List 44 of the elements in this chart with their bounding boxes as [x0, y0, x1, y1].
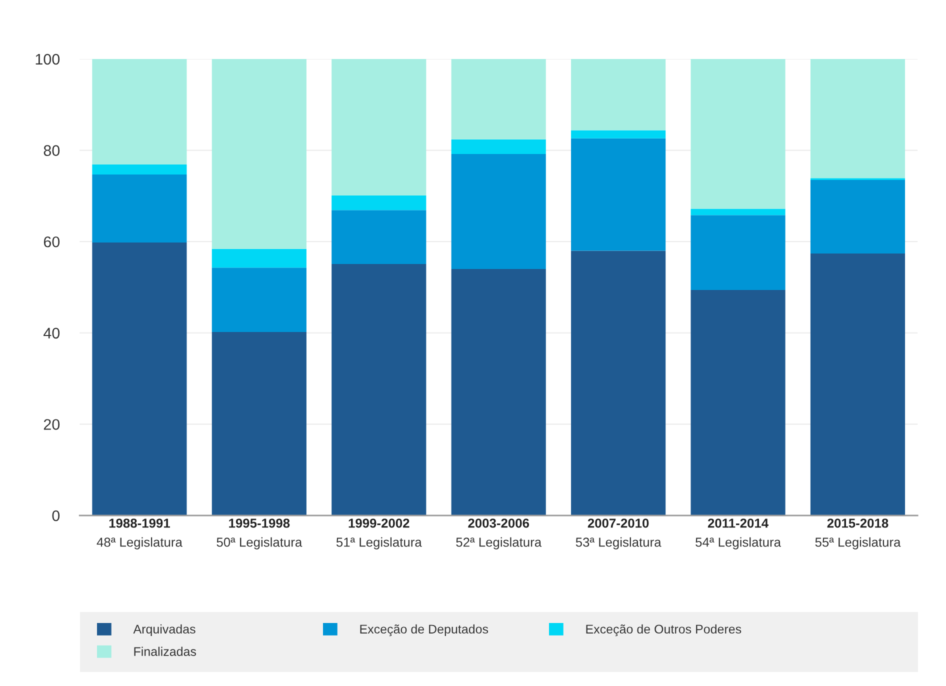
bar	[332, 195, 426, 210]
legend-label: Exceção de Outros Poderes	[586, 624, 742, 636]
bar	[690, 59, 786, 209]
bar	[451, 154, 546, 269]
bar	[332, 210, 426, 264]
legend-label: Finalizadas	[134, 646, 196, 656]
bar	[212, 248, 306, 268]
y-tick-label: 0	[52, 510, 60, 522]
x-tick-label: 2003-2006 52ª Legislatura	[456, 518, 542, 550]
bar	[810, 253, 906, 516]
bar	[451, 268, 546, 516]
bar	[690, 208, 786, 216]
bar	[92, 59, 187, 164]
y-tick-label: 60	[44, 236, 60, 248]
bar	[571, 250, 666, 516]
bar	[332, 59, 426, 196]
bar	[810, 59, 906, 178]
x-tick-label: 1999-2002 51ª Legislatura	[336, 518, 422, 550]
bar	[690, 290, 786, 516]
x-tick-label: 2007-2010 53ª Legislatura	[576, 518, 662, 550]
x-tick-label: 1988-1991 48ª Legislatura	[96, 518, 182, 550]
bar	[810, 180, 906, 254]
bar	[690, 215, 786, 290]
bar	[332, 264, 426, 516]
bar	[212, 59, 306, 249]
bar	[451, 139, 546, 154]
legend-label: Arquivadas	[133, 624, 196, 636]
bar	[92, 164, 187, 174]
bar	[571, 138, 666, 251]
x-tick-label: 2015-2018 55ª Legislatura	[815, 518, 901, 550]
y-tick-label: 80	[44, 145, 60, 156]
y-tick-label: 20	[44, 419, 60, 430]
legend-label: Exceção de Deputados	[360, 624, 488, 636]
bar	[571, 59, 666, 130]
bar	[212, 332, 306, 516]
y-tick-label: 100	[36, 54, 60, 65]
x-tick-label: 1995-1998 50ª Legislatura	[216, 518, 302, 550]
bar	[92, 174, 187, 243]
bar	[571, 130, 666, 138]
y-tick-label: 40	[44, 328, 60, 339]
bar	[92, 242, 187, 516]
x-tick-label: 2011-2014 54ª Legislatura	[696, 518, 781, 550]
bar	[451, 59, 546, 140]
bar	[212, 268, 306, 332]
